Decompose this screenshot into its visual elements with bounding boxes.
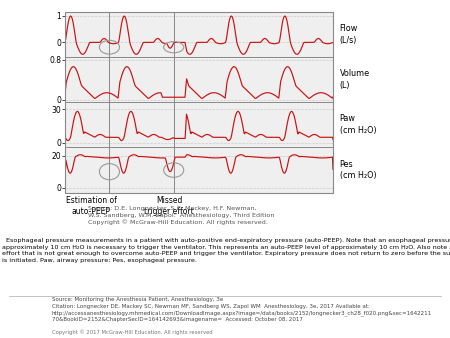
Text: Volume
(L): Volume (L) (340, 69, 370, 90)
Text: Paw
(cm H₂O): Paw (cm H₂O) (340, 115, 376, 135)
Text: Hill: Hill (19, 314, 33, 323)
Text: Graw: Graw (15, 307, 37, 316)
Text: Source: D.E. Longnecker, S.C. Mackey, H.F. Newman,
W.S. Sandberg, W.M. Zapol:  A: Source: D.E. Longnecker, S.C. Mackey, H.… (88, 206, 274, 225)
Text: Estimation of
auto-PEEP: Estimation of auto-PEEP (66, 196, 117, 216)
Text: Mc: Mc (20, 299, 32, 308)
Text: Pes
(cm H₂O): Pes (cm H₂O) (340, 160, 376, 180)
Text: Flow
(L/s): Flow (L/s) (340, 24, 358, 45)
Text: Missed
trigger effort: Missed trigger effort (144, 196, 194, 216)
Text: Copyright © 2017 McGraw-Hill Education. All rights reserved: Copyright © 2017 McGraw-Hill Education. … (52, 329, 212, 335)
Text: Source: Monitoring the Anesthesia Patient, Anesthesiology, 3e
Citation: Longneck: Source: Monitoring the Anesthesia Patien… (52, 297, 432, 322)
Text: Esophageal pressure measurements in a patient with auto-positive end-expiratory : Esophageal pressure measurements in a pa… (2, 238, 450, 263)
Text: Education: Education (13, 323, 39, 328)
